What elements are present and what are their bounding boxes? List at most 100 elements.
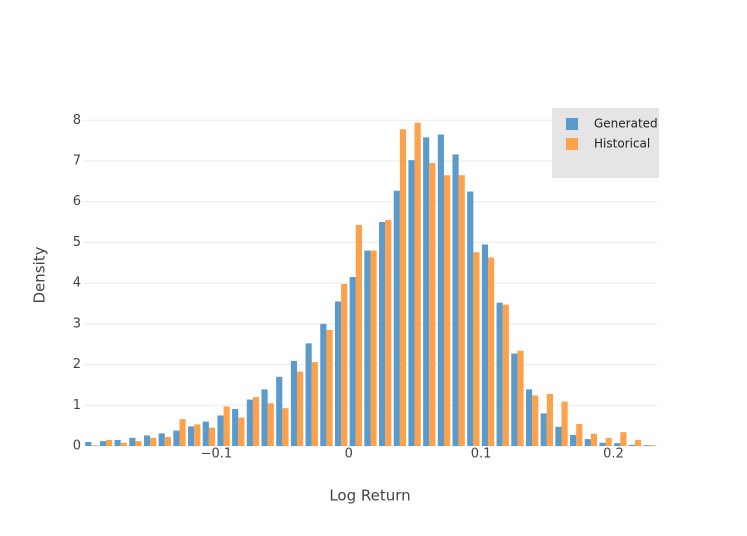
bar bbox=[620, 432, 627, 446]
bar bbox=[217, 415, 224, 446]
bar bbox=[458, 175, 465, 446]
bar bbox=[502, 304, 509, 446]
bar bbox=[120, 442, 127, 446]
y-axis-title: Density bbox=[31, 246, 49, 303]
bar bbox=[511, 353, 518, 446]
bar bbox=[173, 430, 180, 446]
bar bbox=[238, 417, 245, 446]
bar bbox=[408, 160, 415, 446]
bar bbox=[179, 419, 186, 446]
bar bbox=[208, 427, 216, 446]
x-tick-label: 0.1 bbox=[471, 447, 492, 462]
bar bbox=[452, 154, 459, 447]
bars bbox=[85, 122, 656, 447]
bar bbox=[355, 224, 362, 446]
y-tick-label: 5 bbox=[73, 235, 81, 250]
bar bbox=[570, 435, 577, 446]
y-tick-label: 8 bbox=[73, 113, 81, 128]
bar bbox=[414, 122, 421, 446]
bar bbox=[649, 445, 656, 446]
bar bbox=[467, 191, 474, 446]
legend-swatch bbox=[566, 138, 578, 150]
bar bbox=[576, 424, 583, 446]
bar bbox=[143, 435, 151, 446]
legend-label: Historical bbox=[594, 137, 650, 151]
bar bbox=[555, 426, 562, 446]
labels: 0 1 2 3 4 5 6 7 8 −0.1 0 0.1 0.2 bbox=[73, 113, 624, 462]
bar bbox=[99, 441, 107, 446]
y-tick-label: 6 bbox=[73, 194, 81, 209]
bar bbox=[311, 362, 318, 446]
bar bbox=[261, 389, 268, 446]
bar bbox=[232, 408, 239, 446]
bar bbox=[129, 437, 136, 446]
y-tick-label: 0 bbox=[73, 439, 81, 454]
bar bbox=[91, 445, 98, 446]
bar bbox=[267, 403, 274, 446]
legend: Generated Historical bbox=[552, 108, 659, 178]
y-tick-label: 3 bbox=[73, 316, 81, 331]
bar bbox=[188, 426, 195, 446]
bar bbox=[393, 190, 400, 446]
bar bbox=[379, 222, 386, 446]
bar bbox=[605, 437, 612, 446]
bar bbox=[481, 244, 489, 446]
bar bbox=[614, 443, 621, 446]
bar bbox=[297, 371, 304, 446]
bar bbox=[114, 439, 121, 446]
bar bbox=[85, 441, 92, 446]
bar bbox=[540, 413, 547, 446]
bar bbox=[334, 301, 342, 446]
x-tick-label: 0.2 bbox=[603, 447, 624, 462]
bar bbox=[590, 433, 598, 446]
bar bbox=[290, 360, 298, 446]
x-tick-label: 0 bbox=[345, 447, 353, 462]
x-axis-title: Log Return bbox=[329, 487, 410, 505]
bar bbox=[634, 439, 642, 446]
bar bbox=[246, 399, 253, 446]
bar bbox=[364, 250, 371, 446]
bar bbox=[202, 421, 209, 446]
bar bbox=[399, 129, 407, 446]
bar bbox=[599, 442, 606, 446]
bar bbox=[326, 329, 333, 446]
bar bbox=[370, 250, 377, 446]
bar bbox=[106, 439, 113, 446]
bar bbox=[443, 175, 451, 446]
bar bbox=[423, 137, 430, 447]
bar bbox=[320, 323, 327, 446]
legend-label: Generated bbox=[594, 117, 658, 131]
bar bbox=[164, 437, 171, 446]
bar bbox=[643, 445, 650, 446]
legend-swatch bbox=[566, 118, 578, 130]
bar bbox=[628, 444, 635, 446]
bar bbox=[437, 134, 444, 446]
bar bbox=[135, 441, 142, 446]
bar bbox=[532, 395, 539, 446]
bar bbox=[150, 437, 157, 446]
bar bbox=[473, 252, 480, 446]
bar bbox=[305, 343, 312, 446]
bar bbox=[194, 424, 201, 446]
bar bbox=[561, 401, 568, 446]
bar bbox=[488, 257, 495, 446]
y-tick-label: 2 bbox=[73, 357, 81, 372]
bar bbox=[349, 277, 356, 446]
bar bbox=[496, 302, 503, 446]
bar bbox=[252, 397, 260, 446]
bar bbox=[282, 408, 289, 446]
bar bbox=[546, 393, 553, 446]
bar bbox=[276, 376, 283, 446]
y-tick-label: 1 bbox=[73, 398, 81, 413]
bar bbox=[517, 350, 524, 446]
bar bbox=[584, 439, 591, 446]
x-tick-label: −0.1 bbox=[201, 447, 233, 462]
bar bbox=[158, 433, 165, 446]
bar bbox=[223, 406, 230, 446]
bar bbox=[429, 163, 436, 446]
bar bbox=[385, 220, 392, 446]
y-tick-label: 7 bbox=[73, 153, 81, 168]
bar bbox=[341, 283, 348, 446]
